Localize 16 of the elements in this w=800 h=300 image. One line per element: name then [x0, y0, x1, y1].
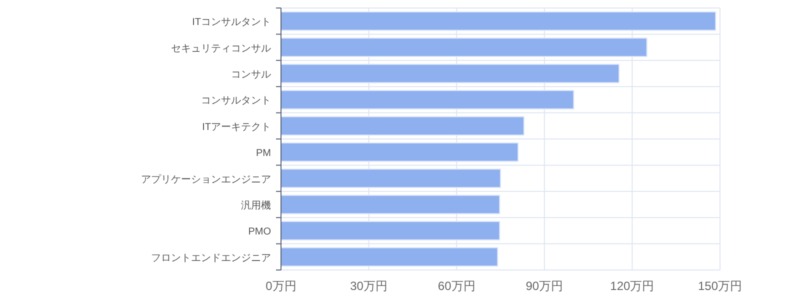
y-tick-label: PM: [256, 148, 271, 160]
y-tick-label: ITコンサルタント: [192, 17, 271, 28]
y-tick-label: 汎用機: [241, 200, 271, 212]
y-tick-label: ITアーキテクト: [202, 122, 271, 133]
x-tick-label: 60万円: [438, 279, 476, 293]
y-tick-label: コンサル: [231, 70, 271, 80]
y-tick-label: フロントエンドエンジニア: [151, 252, 271, 264]
y-tick-label: PMO: [248, 226, 272, 238]
y-tick-label: コンサルタント: [201, 96, 271, 107]
x-tick-label: 90万円: [526, 279, 564, 293]
x-tick-label: 150万円: [698, 279, 742, 293]
y-tick-label: セキュリティコンサル: [171, 43, 271, 54]
x-tick-label: 0万円: [266, 279, 296, 293]
x-tick-label: 30万円: [350, 279, 388, 293]
y-tick-label: アプリケーションエンジニア: [141, 173, 271, 186]
x-tick-label: 120万円: [610, 279, 654, 293]
